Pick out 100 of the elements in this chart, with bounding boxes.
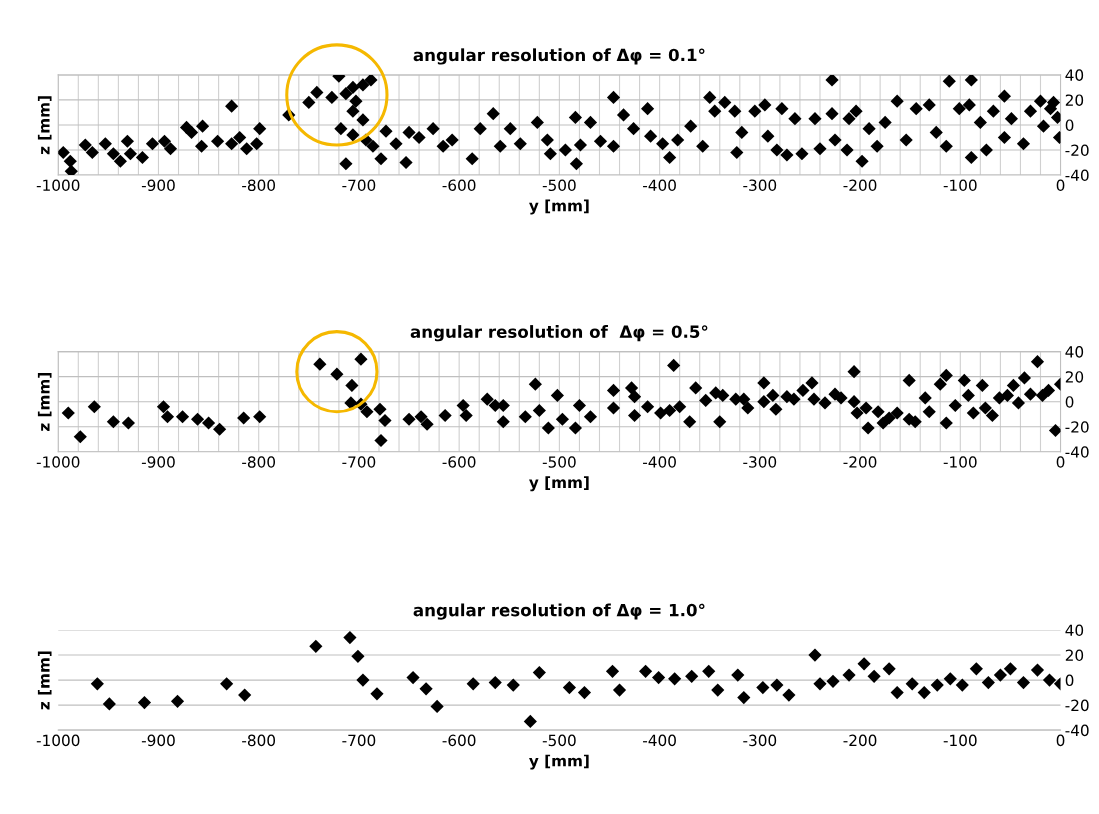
point [466,677,480,691]
point [343,630,357,645]
point [882,662,896,676]
y-tick-label: 40 [1065,346,1084,358]
x-tick-label: -900 [141,734,175,747]
x-tick-label: -300 [743,456,777,468]
x-tick-label: -1000 [36,734,80,747]
y-tick-label: 20 [1065,371,1084,383]
x-tick-label: 0 [1056,456,1065,468]
point [605,664,620,678]
point [668,672,682,686]
x-tick-label: -1000 [36,179,80,191]
point [220,677,234,691]
point [170,694,185,708]
point [90,677,104,691]
x-tick-label: -700 [342,456,376,468]
y-axis-title: z [mm] [37,373,52,432]
x-tick-label: -800 [242,456,276,468]
point [1030,663,1045,677]
x-tick-label: -500 [542,734,576,747]
point [419,682,433,696]
point [406,671,420,685]
x-tick-label: -500 [542,179,576,191]
point [1003,662,1018,676]
x-tick-label: -200 [843,179,877,191]
point [867,669,881,683]
y-tick-label: 0 [1065,674,1074,687]
x-tick-label: -700 [342,734,376,747]
point [685,669,699,683]
x-tick-label: -600 [442,179,476,191]
chart-title: angular resolution of Δφ = 0.5° [410,325,708,342]
point [488,676,502,690]
x-tick-label: -200 [843,734,877,747]
point [562,681,576,695]
y-axis-title: z [mm] [37,651,52,710]
point [842,668,856,682]
x-tick-label: -1000 [36,456,80,468]
y-axis-title: z [mm] [37,96,52,155]
point [370,687,384,701]
y-tick-label: -20 [1065,699,1089,712]
x-tick-label: -100 [943,179,977,191]
point [905,677,919,691]
point [930,678,944,692]
x-tick-label: -400 [643,179,676,191]
point [917,686,931,700]
y-tick-label: 20 [1065,94,1084,106]
x-tick-label: 0 [1056,179,1065,191]
y-tick-label: 40 [1065,69,1084,81]
x-tick-label: -600 [442,456,476,468]
point [351,649,365,663]
x-axis-title: y [mm] [529,476,589,492]
point [756,681,770,695]
point [1042,673,1057,687]
point [782,688,796,702]
point [826,674,840,688]
point [612,683,627,697]
x-tick-label: -800 [242,179,276,191]
x-tick-label: -100 [943,456,977,468]
y-tick-label: 40 [1065,624,1084,637]
point [102,697,116,711]
x-tick-label: -500 [542,456,576,468]
x-tick-label: -400 [643,456,676,468]
x-tick-label: -200 [843,456,877,468]
point [652,671,666,685]
x-tick-label: -700 [342,179,376,191]
x-tick-label: -900 [141,456,175,468]
chart-title: angular resolution of Δφ = 0.1° [413,48,705,65]
x-tick-label: -300 [743,179,777,191]
point [356,673,370,687]
point [309,639,323,653]
point [532,666,546,680]
point [577,686,592,700]
x-tick-label: -100 [943,734,977,747]
point [943,672,957,686]
point [808,648,822,662]
y-tick-label: -40 [1065,724,1089,737]
point [890,686,904,700]
point [737,691,751,705]
point [770,678,784,692]
point [506,678,520,692]
chart-title: angular resolution of Δφ = 1.0° [413,603,705,620]
point [731,668,745,682]
point [523,714,537,728]
x-tick-label: -300 [743,734,777,747]
x-tick-label: 0 [1056,734,1065,747]
y-tick-label: 0 [1065,119,1074,131]
point [813,677,827,691]
point [711,683,725,697]
y-tick-label: -20 [1065,144,1089,156]
point [1016,676,1031,690]
x-tick-label: -800 [242,734,276,747]
point [702,664,716,678]
x-axis-title: y [mm] [529,754,589,770]
x-tick-label: -900 [141,179,175,191]
point [430,699,444,713]
y-tick-label: -20 [1065,421,1089,433]
y-tick-label: -40 [1065,446,1089,458]
point [639,664,653,678]
point [955,678,969,692]
x-tick-label: -400 [643,734,676,747]
